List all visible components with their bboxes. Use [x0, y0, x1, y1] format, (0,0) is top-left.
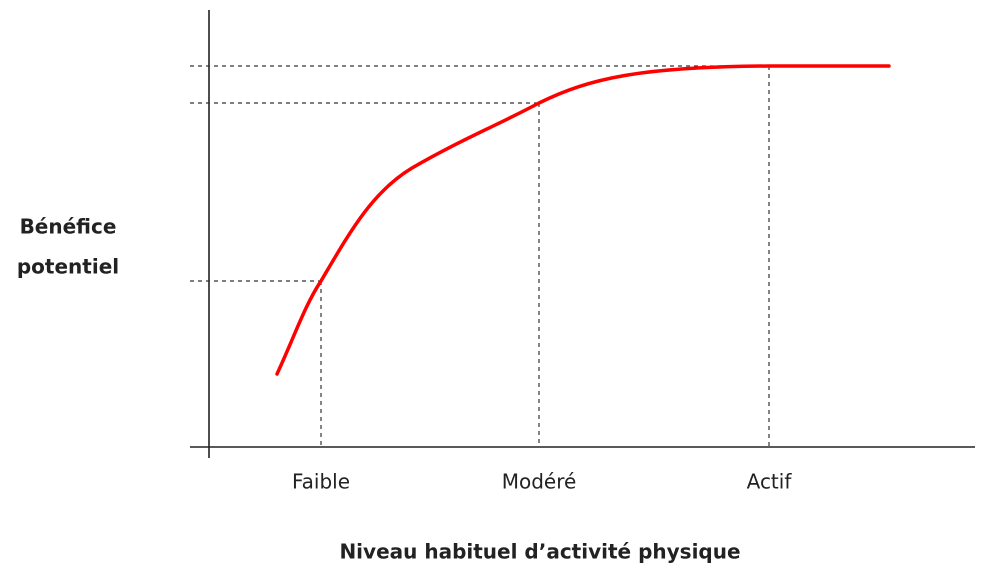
x-tick-label: Modéré — [502, 470, 577, 494]
x-axis-label: Niveau habituel d’activité physique — [339, 540, 740, 564]
x-tick-label: Faible — [292, 470, 350, 494]
y-axis-label: Bénéfice — [20, 215, 117, 239]
x-tick-label: Actif — [747, 470, 793, 494]
y-axis-label: potentiel — [17, 255, 119, 279]
curve — [275, 64, 891, 376]
